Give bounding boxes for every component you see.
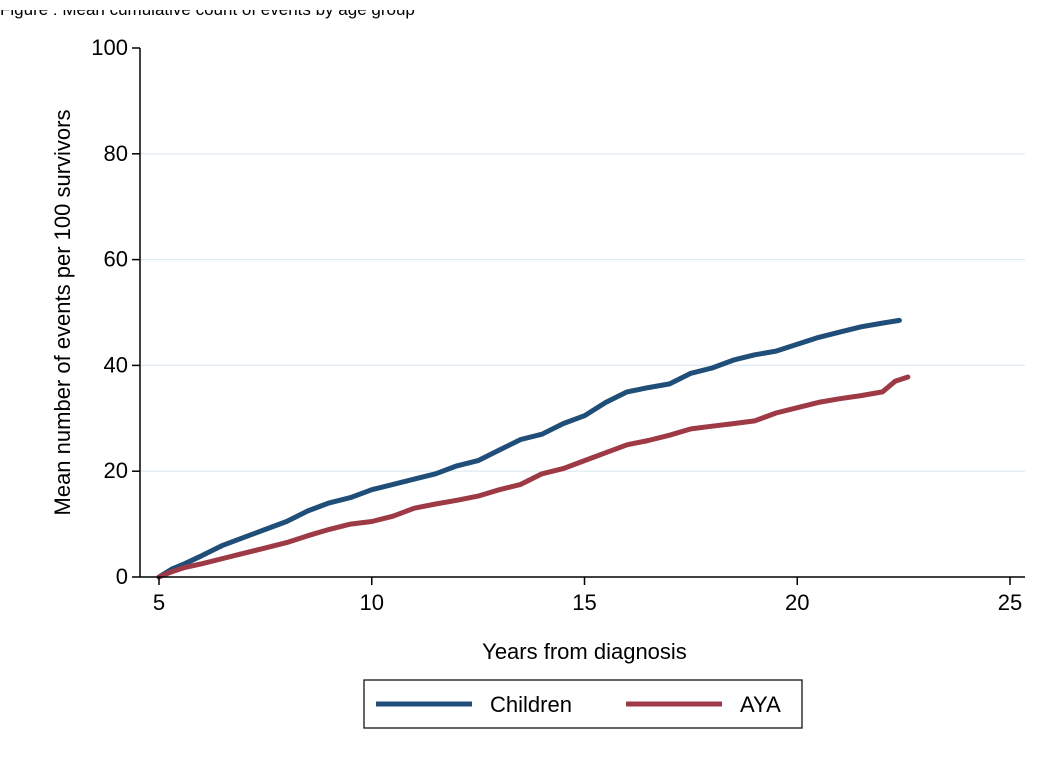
series-line-children: [156, 317, 902, 580]
figure-title: Figure : Mean cumulative count of events…: [0, 0, 415, 19]
y-tick-label-80: 80: [104, 141, 128, 166]
y-tick-label-0: 0: [116, 564, 128, 589]
x-tick-label-25: 25: [998, 590, 1022, 615]
y-axis-ticks: 0 20 40 60 80 100: [91, 35, 140, 589]
gridlines: [140, 153, 1025, 472]
x-tick-label-20: 20: [785, 590, 809, 615]
y-tick-label-20: 20: [104, 458, 128, 483]
series-line-aya: [156, 374, 911, 580]
legend: Children AYA: [363, 679, 803, 729]
x-tick-label-10: 10: [360, 590, 384, 615]
legend-label-aya: AYA: [740, 692, 781, 717]
y-tick-label-40: 40: [104, 352, 128, 377]
series-lines: [156, 317, 911, 580]
x-tick-label-15: 15: [572, 590, 596, 615]
x-tick-label-5: 5: [153, 590, 165, 615]
y-tick-label-60: 60: [104, 247, 128, 272]
x-axis-ticks: 5 10 15 20 25: [153, 577, 1022, 615]
y-tick-label-100: 100: [91, 35, 128, 60]
axes: 0 20 40 60 80 100 5 10 15 20 25: [91, 35, 1025, 615]
y-axis-label: Mean number of events per 100 survivors: [50, 110, 75, 516]
legend-label-children: Children: [490, 692, 572, 717]
x-axis-label: Years from diagnosis: [482, 639, 687, 664]
